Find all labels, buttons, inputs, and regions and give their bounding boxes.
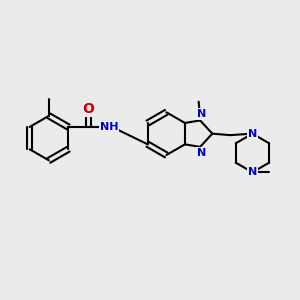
Text: N: N: [248, 167, 257, 177]
Text: N: N: [248, 129, 257, 139]
Text: N: N: [197, 109, 206, 119]
Text: NH: NH: [100, 122, 118, 132]
Text: N: N: [197, 148, 206, 158]
Text: O: O: [82, 101, 94, 116]
